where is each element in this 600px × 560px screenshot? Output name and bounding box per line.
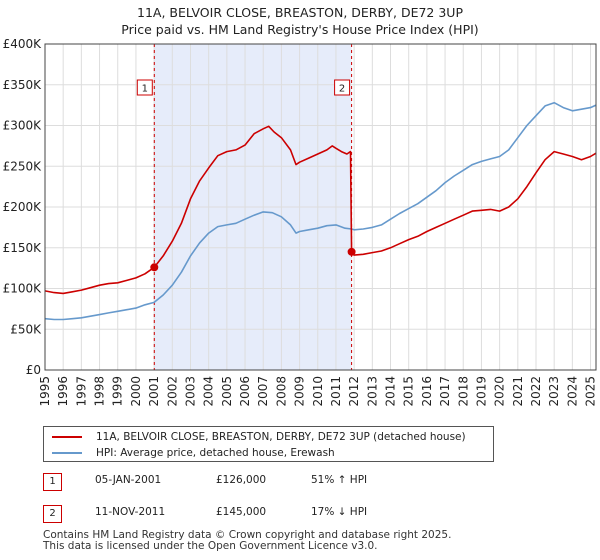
sale-2-marker-box: [334, 79, 351, 96]
sale-hpi-change: 51% ↑ HPI: [311, 474, 368, 486]
x-tick-label: 1996: [56, 376, 70, 407]
x-tick-label: 2014: [384, 376, 398, 407]
plot-frame: [44, 43, 597, 371]
x-tick-label: 2000: [129, 376, 143, 407]
x-tick-label: 2003: [183, 376, 197, 407]
x-tick-label: 2021: [511, 376, 525, 407]
legend-item-hpi: HPI: Average price, detached house, Erew…: [52, 445, 335, 461]
x-tick-label: 2016: [420, 376, 434, 407]
x-tick-label: 1997: [74, 376, 88, 407]
sale-2-point: [347, 247, 356, 256]
sale-marker-badge: 2: [43, 505, 62, 523]
x-tick-label: 2002: [165, 376, 179, 407]
footer-licence: This data is licensed under the Open Gov…: [43, 540, 378, 552]
y-tick-label: £200K: [3, 200, 43, 214]
sale-date: 11-NOV-2011: [95, 506, 166, 518]
sale-row-2: 2 11-NOV-2011 £145,000 17% ↓ HPI: [43, 505, 583, 523]
x-tick-label: 2012: [347, 376, 361, 407]
x-tick-label: 2011: [329, 376, 343, 407]
x-tick-label: 2015: [402, 376, 416, 407]
series-line-property: [44, 125, 597, 295]
sale-1-marker-label: 1: [142, 84, 148, 95]
x-tick-label: 2018: [456, 376, 470, 407]
x-tick-label: 2008: [274, 376, 288, 407]
sale-price: £126,000: [216, 474, 267, 486]
legend-swatch-property: [52, 436, 82, 438]
sale-hpi-change: 17% ↓ HPI: [311, 506, 368, 518]
x-tick-label: 2025: [584, 376, 598, 407]
x-tick-label: 2013: [365, 376, 379, 407]
price-chart: £0 £50K £100K £150K £200K £250K £300K £350K £400…: [3, 37, 598, 407]
chart-title-line-2: Price paid vs. HM Land Registry's House …: [121, 22, 479, 37]
sale-2-marker-label: 2: [339, 84, 345, 95]
legend-label-property: 11A, BELVOIR CLOSE, BREASTON, DERBY, DE7…: [96, 431, 466, 443]
x-tick-label: 2023: [547, 376, 561, 407]
x-tick-label: 2005: [220, 376, 234, 407]
x-tick-label: 2009: [293, 376, 307, 407]
sale-marker-badge: 1: [43, 473, 62, 491]
footer-copyright: Contains HM Land Registry data © Crown c…: [43, 529, 452, 541]
y-tick-label: £300K: [3, 119, 43, 133]
x-tick-label: 2024: [565, 376, 579, 407]
chart-title: 11A, BELVOIR CLOSE, BREASTON, DERBY, DE7…: [0, 4, 600, 38]
sale-date: 05-JAN-2001: [95, 474, 162, 486]
legend-swatch-hpi: [52, 452, 82, 454]
x-tick-label: 2006: [238, 376, 252, 407]
x-tick-label: 1998: [93, 376, 107, 407]
x-tick-label: 1995: [38, 376, 52, 407]
y-tick-label: £0: [26, 363, 41, 377]
y-tick-label: £50K: [10, 322, 42, 336]
x-tick-label: 2017: [438, 376, 452, 407]
x-tick-label: 2019: [474, 376, 488, 407]
legend: 11A, BELVOIR CLOSE, BREASTON, DERBY, DE7…: [43, 426, 494, 462]
sale-1-marker-box: [136, 79, 153, 96]
sale-row-1: 1 05-JAN-2001 £126,000 51% ↑ HPI: [43, 473, 583, 491]
x-tick-label: 1999: [111, 376, 125, 407]
sale-1-point: [150, 263, 159, 272]
series-line-hpi: [44, 101, 597, 321]
y-tick-label: £100K: [3, 282, 43, 296]
legend-label-hpi: HPI: Average price, detached house, Erew…: [96, 447, 335, 459]
y-tick-label: £150K: [3, 241, 43, 255]
chart-title-line-1: 11A, BELVOIR CLOSE, BREASTON, DERBY, DE7…: [137, 5, 463, 20]
y-tick-label: £350K: [3, 78, 43, 92]
y-tick-label: £250K: [3, 159, 43, 173]
x-tick-label: 2010: [311, 376, 325, 407]
x-tick-label: 2004: [202, 376, 216, 407]
y-tick-label: £400K: [3, 37, 43, 51]
footer: Contains HM Land Registry data © Crown c…: [43, 530, 451, 552]
x-tick-label: 2007: [256, 376, 270, 407]
legend-item-property: 11A, BELVOIR CLOSE, BREASTON, DERBY, DE7…: [52, 429, 466, 445]
sale-price: £145,000: [216, 506, 267, 518]
x-tick-label: 2020: [493, 376, 507, 407]
x-tick-label: 2001: [147, 376, 161, 407]
x-tick-label: 2022: [529, 376, 543, 407]
